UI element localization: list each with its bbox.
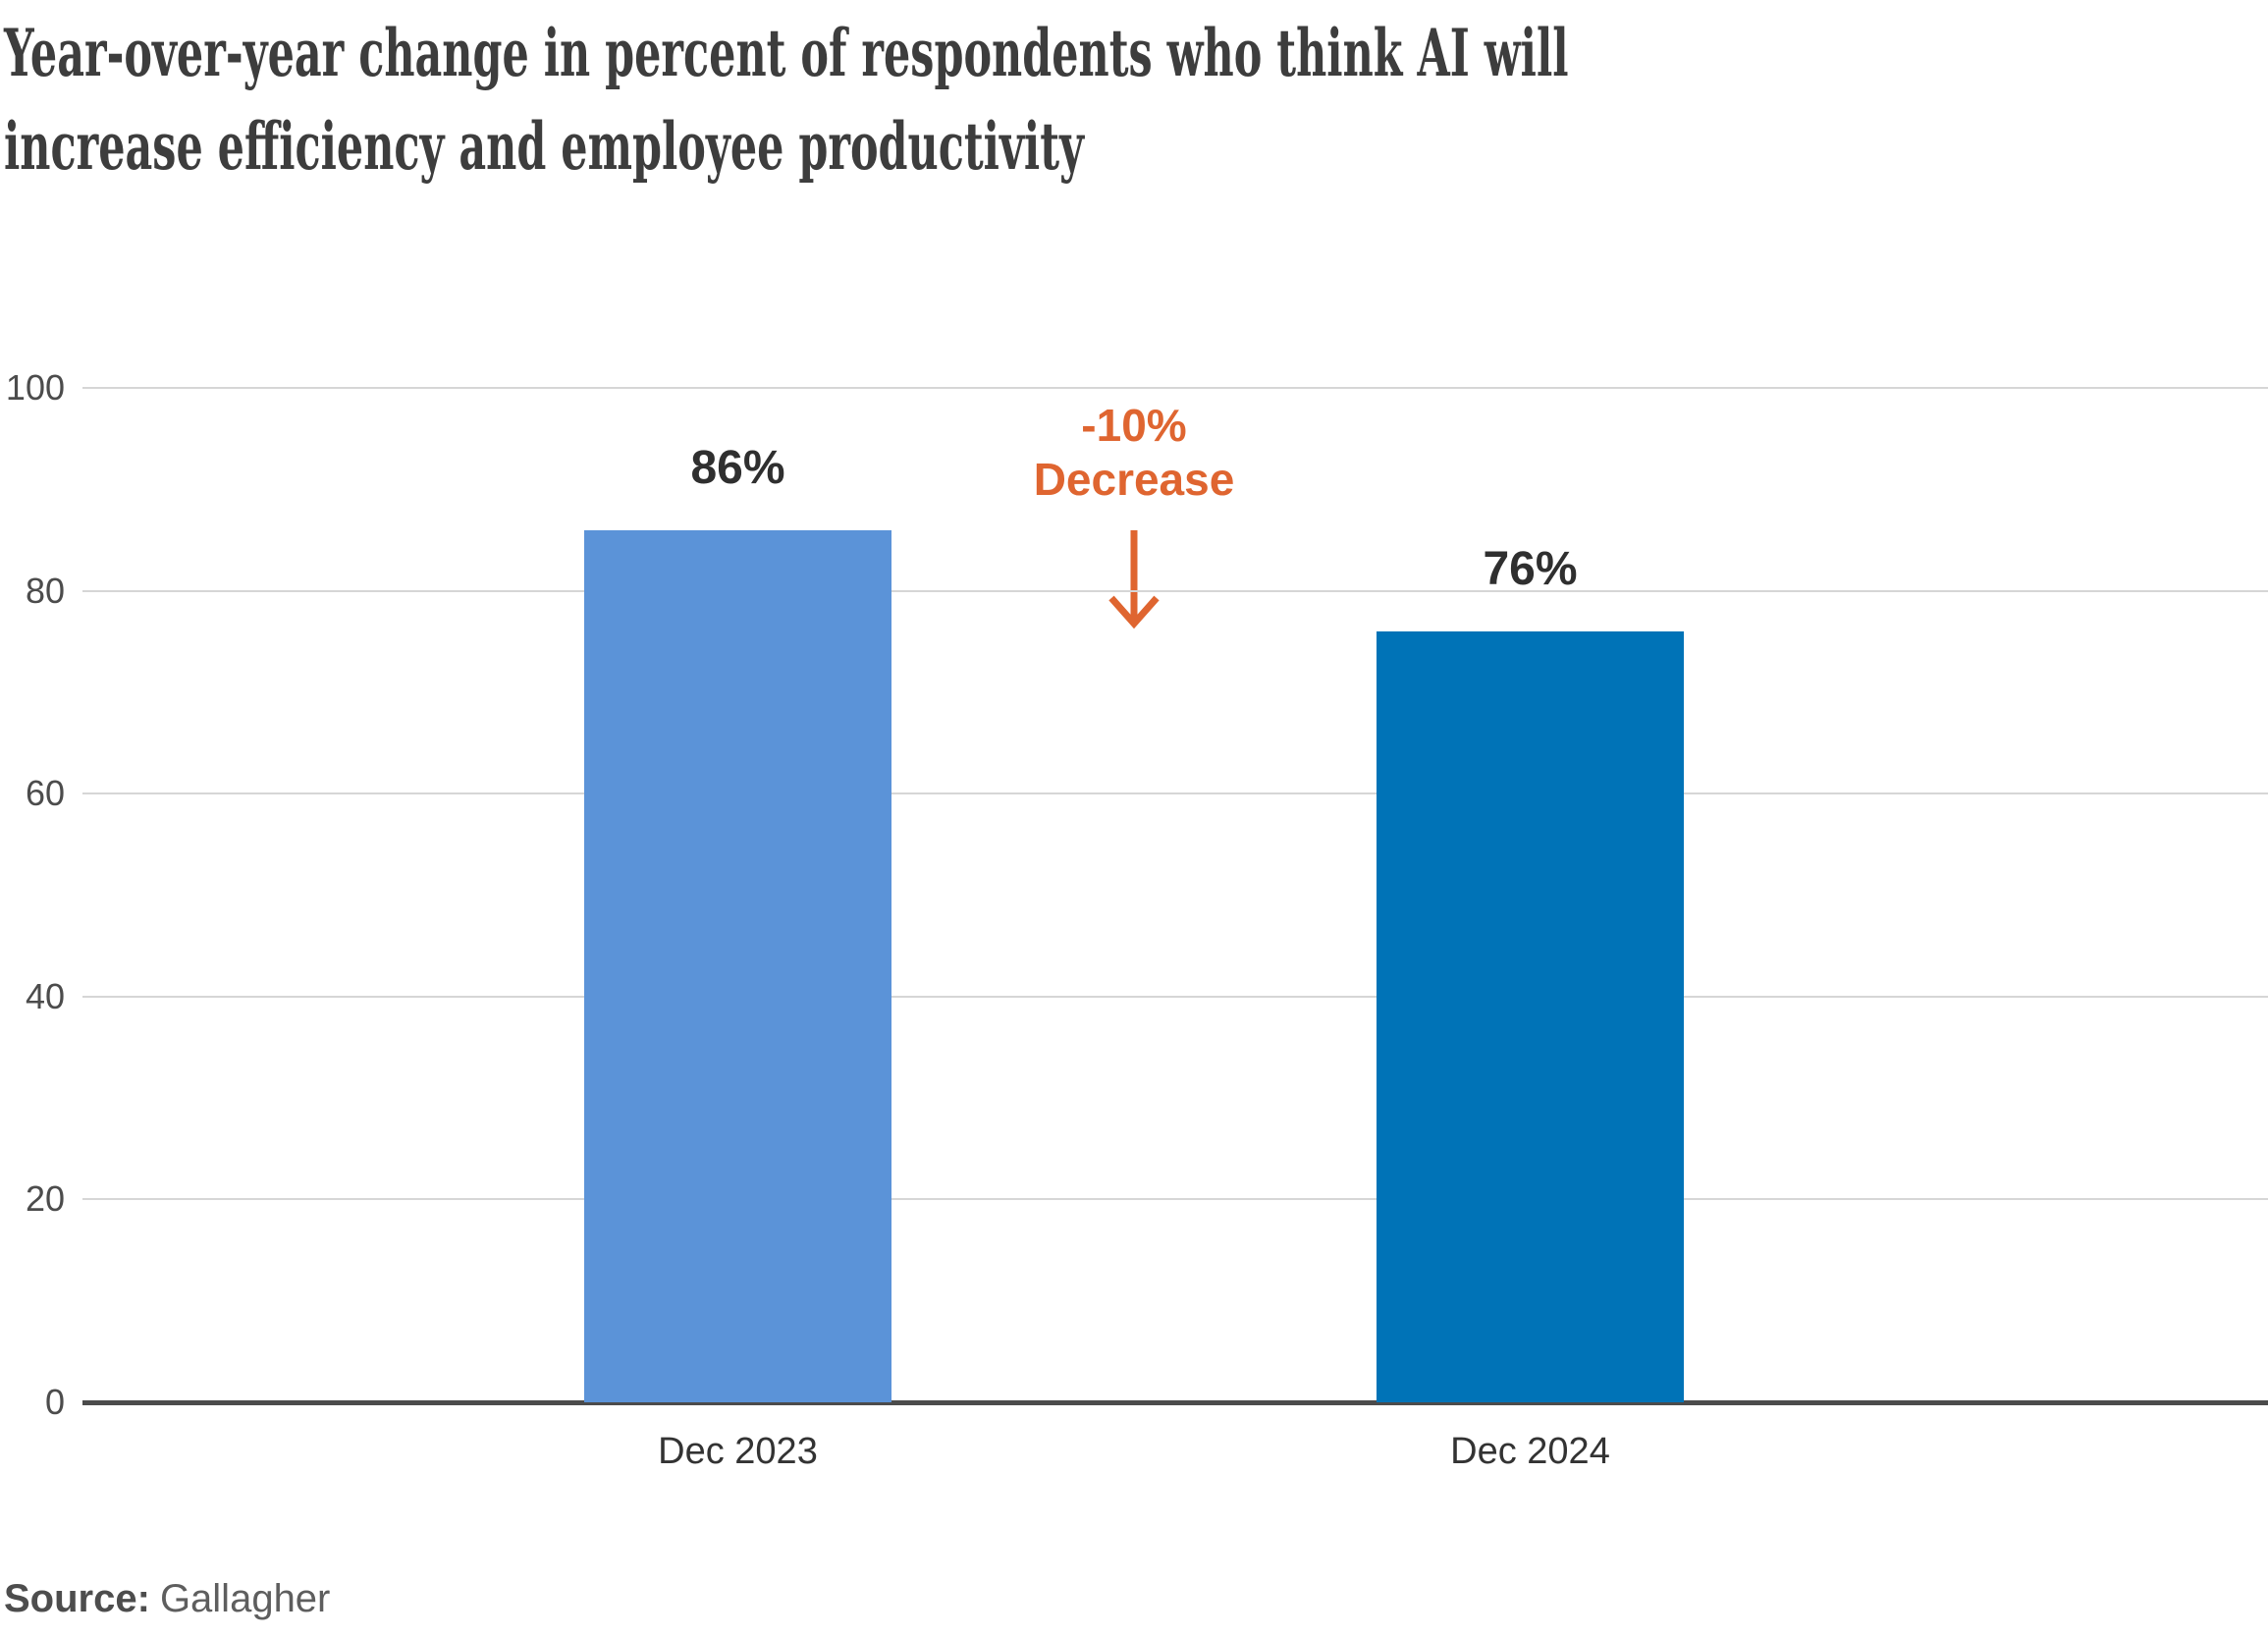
x-axis-line [82, 1400, 2268, 1405]
x-axis-label-dec-2024: Dec 2024 [1450, 1431, 1610, 1472]
chart-title-line1: Year-over-year change in percent of resp… [4, 15, 1569, 91]
gridline-20 [82, 1198, 2268, 1201]
source-value: Gallagher [159, 1577, 331, 1620]
bar-value-label-dec-2024: 76% [1483, 542, 1578, 595]
x-axis-label-dec-2023: Dec 2023 [658, 1431, 818, 1472]
gridline-80 [82, 589, 2268, 592]
bar-dec-2023 [584, 529, 891, 1402]
y-tick-label-100: 100 [5, 367, 65, 408]
chart-title: Year-over-year change in percent of resp… [4, 7, 1569, 193]
y-tick-label-20: 20 [25, 1178, 65, 1220]
gridline-60 [82, 792, 2268, 795]
decrease-annotation: -10% Decrease [938, 399, 1330, 507]
gridline-40 [82, 995, 2268, 998]
y-tick-label-80: 80 [25, 570, 65, 611]
source: Source: Gallagher [4, 1575, 330, 1622]
bar-value-label-dec-2023: 86% [690, 441, 785, 494]
down-arrow-icon [1108, 530, 1160, 629]
chart-title-line2: increase efficiency and employee product… [4, 108, 1084, 185]
y-tick-label-0: 0 [44, 1382, 65, 1422]
source-label: Source: [4, 1577, 150, 1620]
decrease-annotation-value: -10% [1081, 400, 1187, 451]
decrease-annotation-word: Decrease [1033, 454, 1235, 505]
y-tick-label-40: 40 [25, 975, 65, 1016]
bar-dec-2024 [1377, 630, 1684, 1402]
gridline-100 [82, 387, 2268, 389]
y-tick-label-60: 60 [25, 773, 65, 814]
